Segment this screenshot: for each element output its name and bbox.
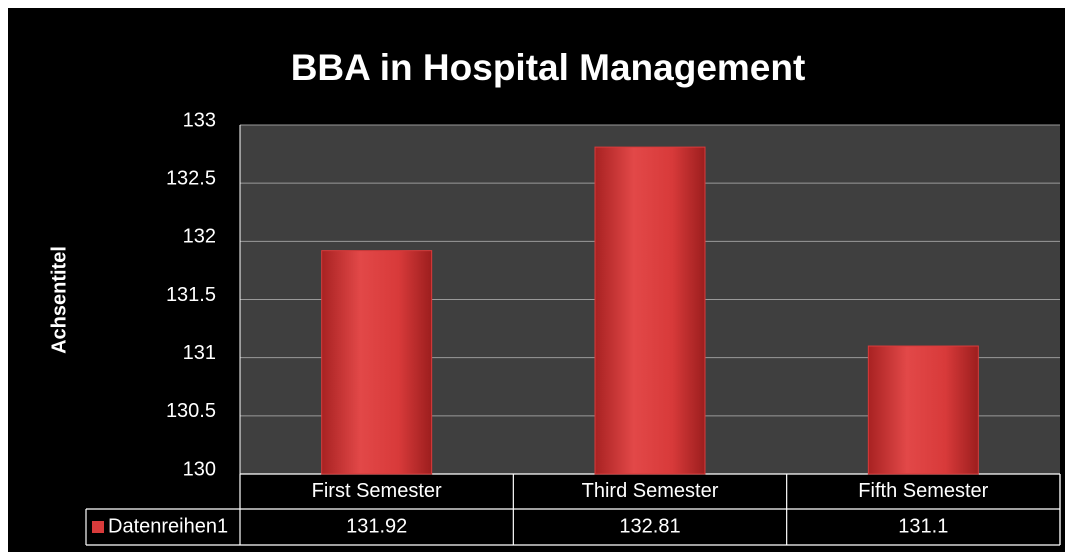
y-tick-label: 132 — [183, 226, 216, 248]
y-axis-title: Achsentitel — [48, 246, 70, 354]
y-tick-label: 130 — [183, 458, 216, 480]
legend-marker — [92, 521, 104, 533]
bar — [321, 250, 433, 475]
legend-label: Datenreihen1 — [108, 515, 228, 537]
table-value: 132.81 — [619, 515, 680, 537]
x-tick-label: First Semester — [312, 480, 442, 502]
bar — [867, 345, 979, 475]
y-tick-label: 132.5 — [166, 167, 216, 189]
y-tick-label: 130.5 — [166, 400, 216, 422]
y-tick-label: 133 — [183, 109, 216, 131]
bar — [594, 146, 706, 475]
y-tick-label: 131.5 — [166, 284, 216, 306]
y-tick-label: 131 — [183, 342, 216, 364]
x-tick-label: Fifth Semester — [858, 480, 988, 502]
chart-title: BBA in Hospital Management — [291, 47, 806, 88]
table-value: 131.1 — [898, 515, 948, 537]
table-value: 131.92 — [346, 515, 407, 537]
x-tick-label: Third Semester — [582, 480, 719, 502]
